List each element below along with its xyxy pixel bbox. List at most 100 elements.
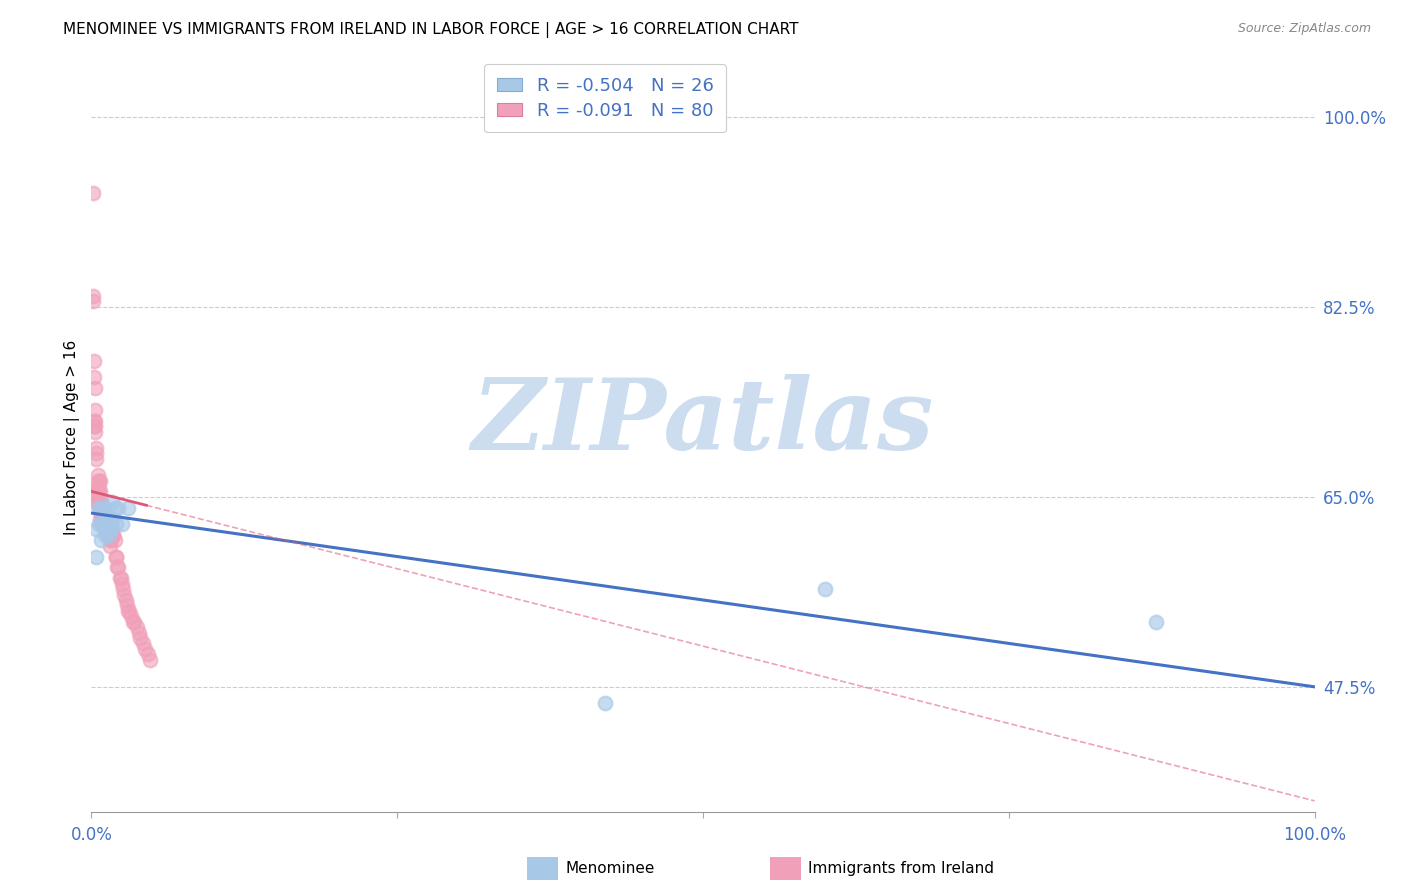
Y-axis label: In Labor Force | Age > 16: In Labor Force | Age > 16	[65, 340, 80, 534]
Point	[83, 354, 105, 368]
Point	[814, 582, 837, 596]
Point	[101, 495, 124, 509]
Text: Immigrants from Ireland: Immigrants from Ireland	[808, 862, 994, 876]
Point	[84, 549, 107, 564]
Point	[103, 528, 125, 542]
Point	[93, 500, 115, 515]
Point	[84, 484, 107, 499]
Point	[101, 522, 124, 536]
Point	[89, 511, 111, 525]
Point	[115, 599, 138, 613]
Point	[83, 370, 105, 384]
Point	[89, 500, 111, 515]
Point	[100, 528, 122, 542]
Point	[112, 582, 135, 596]
Point	[96, 506, 118, 520]
Point	[84, 425, 107, 439]
Point	[87, 500, 110, 515]
Point	[94, 516, 117, 531]
Point	[83, 414, 105, 428]
Point	[84, 451, 107, 466]
Text: ZIPatlas: ZIPatlas	[472, 374, 934, 470]
Point	[84, 495, 107, 509]
Point	[103, 528, 125, 542]
Point	[117, 500, 139, 515]
Point	[134, 641, 156, 656]
Point	[118, 604, 141, 618]
Point	[98, 533, 121, 548]
Point	[82, 294, 104, 309]
Point	[97, 528, 120, 542]
Point	[110, 571, 132, 585]
Point	[84, 381, 107, 395]
Point	[117, 604, 139, 618]
Text: Source: ZipAtlas.com: Source: ZipAtlas.com	[1237, 22, 1371, 36]
Point	[97, 522, 120, 536]
Point	[91, 516, 114, 531]
Point	[104, 549, 127, 564]
Point	[96, 528, 118, 542]
Point	[129, 631, 152, 645]
Point	[94, 522, 117, 536]
Point	[128, 625, 150, 640]
Point	[94, 516, 117, 531]
Point	[96, 511, 118, 525]
Point	[104, 516, 127, 531]
Point	[98, 539, 121, 553]
Point	[105, 560, 128, 574]
Point	[86, 474, 108, 488]
Point	[139, 653, 162, 667]
Point	[111, 576, 134, 591]
Point	[108, 571, 131, 585]
Point	[120, 609, 142, 624]
Point	[86, 484, 108, 499]
Point	[104, 549, 127, 564]
Point	[86, 468, 108, 483]
Point	[107, 560, 129, 574]
Point	[84, 414, 107, 428]
Point	[84, 403, 107, 417]
Point	[84, 441, 107, 455]
Point	[98, 522, 121, 536]
Point	[97, 528, 120, 542]
Point	[86, 490, 108, 504]
Point	[1144, 615, 1167, 629]
Point	[114, 593, 136, 607]
Point	[93, 516, 115, 531]
Point	[91, 506, 114, 520]
Point	[89, 500, 111, 515]
Point	[84, 522, 107, 536]
Point	[90, 506, 112, 520]
Point	[83, 419, 105, 434]
Point	[122, 615, 145, 629]
Point	[101, 511, 124, 525]
Point	[132, 636, 155, 650]
Point	[93, 516, 115, 531]
Point	[104, 533, 127, 548]
Point	[82, 289, 104, 303]
Point	[593, 696, 616, 710]
Point	[136, 647, 159, 661]
Text: MENOMINEE VS IMMIGRANTS FROM IRELAND IN LABOR FORCE | AGE > 16 CORRELATION CHART: MENOMINEE VS IMMIGRANTS FROM IRELAND IN …	[63, 22, 799, 38]
Point	[87, 474, 110, 488]
Point	[107, 500, 129, 515]
Point	[122, 615, 145, 629]
Point	[82, 186, 104, 200]
Point	[100, 522, 122, 536]
Point	[84, 419, 107, 434]
Point	[90, 495, 112, 509]
Point	[111, 516, 134, 531]
Point	[87, 484, 110, 499]
Point	[91, 516, 114, 531]
Point	[86, 479, 108, 493]
Point	[93, 500, 115, 515]
Point	[86, 495, 108, 509]
Point	[104, 500, 127, 515]
Point	[87, 516, 110, 531]
Legend: R = -0.504   N = 26, R = -0.091   N = 80: R = -0.504 N = 26, R = -0.091 N = 80	[484, 64, 725, 133]
Point	[87, 500, 110, 515]
Point	[93, 516, 115, 531]
Point	[84, 446, 107, 460]
Point	[94, 528, 117, 542]
Point	[90, 506, 112, 520]
